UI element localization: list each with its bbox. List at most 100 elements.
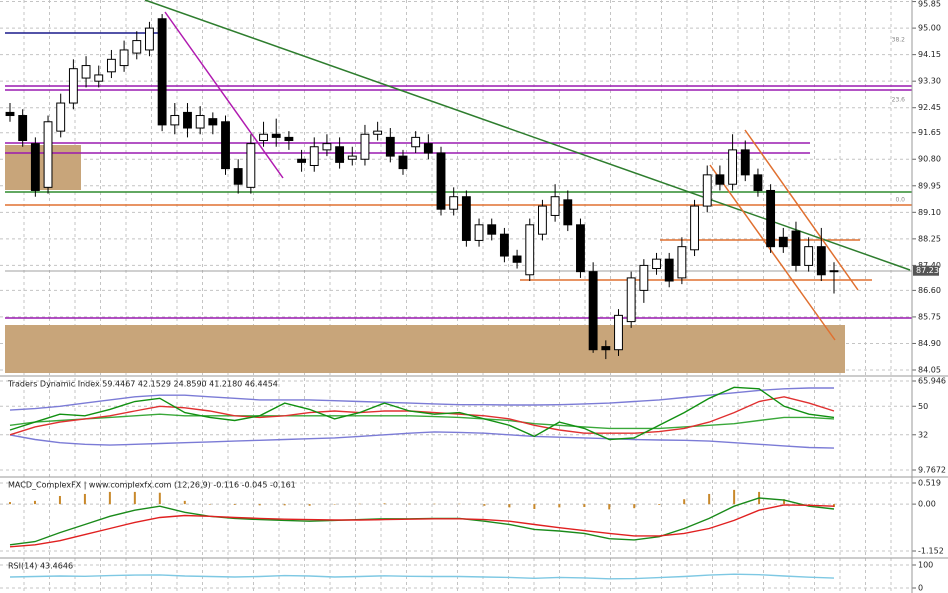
histogram-bar: [108, 491, 111, 505]
candle-body: [791, 230, 801, 266]
last-price-label: 87.23: [916, 266, 939, 275]
y-tick-label: 100: [918, 561, 933, 570]
panel-title: Traders Dynamic Index 59.4467 42.1529 24…: [7, 380, 278, 389]
y-tick-label: 94.15: [918, 50, 941, 59]
candle-body: [804, 246, 814, 266]
histogram-bar: [333, 504, 336, 505]
zone: [5, 325, 845, 373]
histogram-bar: [158, 492, 161, 505]
candle-body: [728, 149, 738, 185]
candle-body: [284, 136, 294, 142]
indicator-line: [9, 396, 835, 436]
histogram-bar: [83, 493, 86, 505]
y-tick-label: 0.00: [918, 500, 936, 509]
histogram-bar: [383, 503, 386, 505]
panel: [5, 14, 839, 360]
y-tick-label: 85.75: [918, 312, 941, 321]
y-tick-label: 95.00: [918, 24, 941, 33]
candle-body: [766, 189, 776, 248]
y-tick-label: 95.85: [918, 0, 941, 9]
candle-body: [119, 49, 129, 67]
y-tick-label: 0: [918, 584, 923, 593]
histogram-bar: [783, 499, 786, 505]
zone: [5, 145, 81, 190]
candle-body: [576, 224, 585, 273]
y-tick-label: 89.10: [918, 208, 941, 217]
candle-body: [221, 121, 230, 170]
candle-body: [601, 346, 611, 351]
candle-body: [778, 236, 788, 248]
histogram-bar: [583, 504, 586, 507]
panel: [9, 573, 835, 580]
candle-body: [360, 133, 370, 160]
y-tick-label: -1.152: [918, 547, 944, 556]
histogram-bar: [608, 504, 611, 510]
histogram-bar: [208, 504, 211, 505]
candle-body: [297, 158, 306, 163]
candle-body: [106, 58, 116, 73]
histogram-bar: [33, 500, 36, 505]
candle-body: [68, 68, 78, 104]
trend-line: [164, 11, 284, 179]
marks: [5, 14, 839, 580]
candle-body: [373, 130, 383, 135]
drawings: 38.2 23.6 0.0: [5, 0, 912, 373]
indicator-line: [9, 386, 835, 441]
candle-body: [43, 121, 53, 188]
y-tick-label: 9.7672: [918, 466, 946, 475]
axis: 95.85 95.00 94.15 93.30 92.45 91.65 90.80 89.95…: [7, 0, 946, 593]
candle-body: [538, 205, 547, 235]
y-tick-label: 92.45: [918, 103, 941, 112]
candle-body: [411, 136, 421, 148]
candle-body: [664, 258, 674, 282]
candle-body: [614, 314, 623, 351]
y-tick-label: 88.25: [918, 234, 941, 243]
histogram-bar: [633, 504, 636, 509]
candle-body: [816, 246, 826, 276]
candle-body: [423, 143, 433, 154]
candle-body: [740, 149, 750, 176]
panel: [9, 489, 835, 548]
histogram-bar: [458, 503, 461, 505]
histogram-bar: [808, 504, 811, 505]
last-price-box: [913, 265, 939, 276]
candle-body: [30, 143, 40, 191]
candle-body: [690, 205, 699, 251]
candle-body: [183, 111, 192, 129]
indicator-line: [9, 413, 835, 430]
y-tick-label: 50: [918, 402, 928, 411]
candle-body: [626, 277, 636, 323]
y-tick-label: 93.30: [918, 77, 941, 86]
candle-body: [449, 196, 459, 210]
fib-label: 38.2: [892, 37, 906, 44]
panel-title: RSI(14) 43.4646: [8, 562, 73, 571]
y-tick-label: 91.65: [918, 128, 941, 137]
histogram-bar: [308, 504, 311, 506]
histogram-bar: [558, 504, 561, 508]
histogram-bar: [358, 503, 361, 505]
panel-title: MACD_ComplexFX | www.complexfx.com (12,2…: [8, 481, 296, 490]
candle-body: [309, 146, 319, 166]
y-tick-label: 89.95: [918, 181, 941, 190]
candle-body: [525, 224, 535, 276]
candle-body: [259, 133, 268, 142]
candle-body: [474, 224, 484, 241]
candle-body: [233, 168, 243, 185]
y-tick-label: 90.80: [918, 155, 941, 164]
y-tick-label: 84.90: [918, 339, 941, 348]
candle-body: [322, 143, 332, 151]
candle-body: [550, 196, 560, 216]
fib-label: 23.6: [892, 97, 906, 104]
histogram-bar: [58, 495, 61, 505]
trend-line: [144, 0, 911, 271]
candle-body: [398, 155, 408, 170]
candle-body: [753, 174, 763, 191]
candle-body: [385, 136, 395, 157]
histogram-bar: [133, 491, 136, 505]
candle-body: [652, 258, 661, 270]
candle-body: [335, 146, 345, 163]
y-tick-label: 65.946: [918, 377, 946, 386]
candle-body: [677, 246, 687, 279]
histogram-bar: [408, 503, 411, 505]
